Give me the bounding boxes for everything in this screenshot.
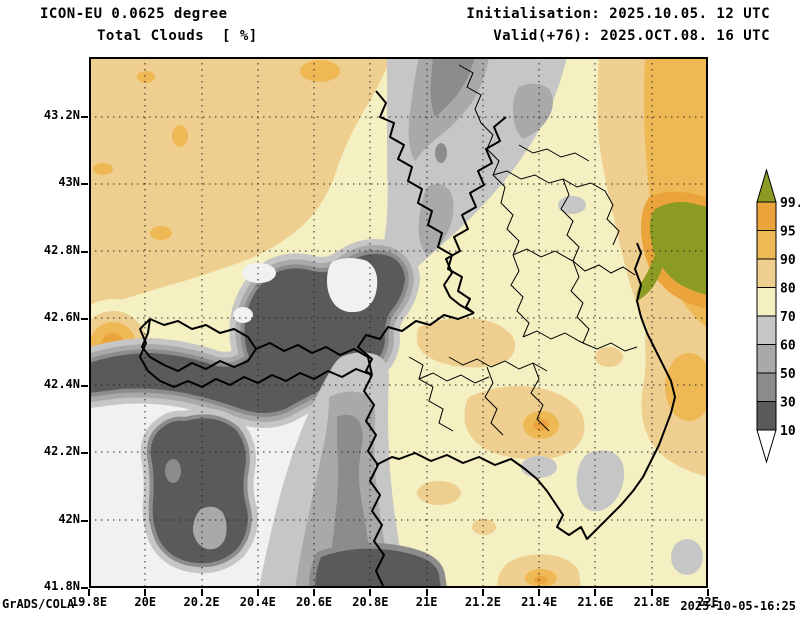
legend-boundary-label: 10 <box>780 424 796 439</box>
legend-segment <box>756 258 777 288</box>
lon-tick <box>313 589 316 596</box>
lon-tick <box>200 589 203 596</box>
cloud-fill-layer <box>67 57 713 594</box>
legend-boundary-label: 60 <box>780 339 796 354</box>
lon-tick-label: 19.8E <box>70 595 108 609</box>
lat-tick-label: 42N <box>58 511 80 526</box>
map-canvas <box>67 57 713 594</box>
legend-segment <box>756 201 777 231</box>
lon-tick <box>425 589 428 596</box>
lon-tick-label: 21.4E <box>521 595 558 609</box>
lat-tick <box>81 452 88 455</box>
lat-tick <box>81 250 88 253</box>
legend-segment <box>756 287 777 317</box>
legend-boundary-label: 50 <box>780 367 796 382</box>
lon-tick-label: 20.6E <box>296 595 333 609</box>
lon-tick <box>538 589 541 596</box>
legend-under-arrow <box>756 429 777 464</box>
lon-tick-label: 20.4E <box>239 595 276 609</box>
legend-colorbar: 99.5 95 90 80 70 60 50 30 10 <box>756 168 800 464</box>
legend-segment <box>756 344 777 374</box>
lat-tick-label: 42.6N <box>43 309 80 324</box>
legend-over-arrow <box>756 168 777 203</box>
legend-segment <box>756 372 777 402</box>
lat-tick <box>81 317 88 320</box>
legend-boundary-label: 30 <box>780 396 796 411</box>
lat-tick-label: 41.8N <box>43 579 80 593</box>
lon-tick-label: 21.6E <box>577 595 614 609</box>
lon-tick <box>594 589 597 596</box>
grid-layer <box>89 57 708 588</box>
legend-boundary-label: 90 <box>780 253 796 268</box>
variable-title: Total Clouds [ %] <box>97 28 258 44</box>
cloud-cover-map <box>67 57 713 594</box>
lat-tick <box>81 587 88 589</box>
lon-tick <box>650 589 653 596</box>
lat-tick <box>81 385 88 388</box>
lat-tick-label: 43N <box>58 175 80 190</box>
lat-tick-label: 42.4N <box>43 377 80 392</box>
lon-tick <box>144 589 147 596</box>
legend-boundary-label: 80 <box>780 282 796 297</box>
grads-credit: GrADS/COLA <box>2 597 75 611</box>
lon-tick <box>88 589 90 596</box>
municipal-border-layer <box>408 64 638 436</box>
creation-timestamp: 2025-10-05-16:25 <box>680 599 796 613</box>
lon-tick <box>481 589 484 596</box>
lat-tick <box>81 116 88 119</box>
lat-tick-label: 43.2N <box>43 108 80 123</box>
lat-tick <box>81 519 88 522</box>
lat-tick-label: 42.2N <box>43 444 80 459</box>
lon-tick-label: 21.2E <box>464 595 501 609</box>
color-scale-legend: 99.5 95 90 80 70 60 50 30 10 <box>745 162 800 472</box>
legend-segment <box>756 230 777 260</box>
lon-tick-label: 21E <box>415 595 438 609</box>
lon-tick-label: 20.2E <box>183 595 220 609</box>
lon-tick <box>707 589 709 596</box>
init-time-label: Initialisation: 2025.10.05. 12 UTC <box>466 6 770 22</box>
legend-boundary-label: 99.5 <box>780 196 800 211</box>
valid-time-label: Valid(+76): 2025.OCT.08. 16 UTC <box>493 28 770 44</box>
lon-tick-label: 21.8E <box>633 595 670 609</box>
model-title: ICON-EU 0.0625 degree <box>40 6 228 22</box>
lat-tick <box>81 183 88 186</box>
lon-tick-label: 20E <box>134 595 157 609</box>
lat-tick-label: 42.8N <box>43 242 80 257</box>
legend-segment <box>756 401 777 431</box>
legend-boundary-label: 70 <box>780 310 796 325</box>
lon-tick <box>369 589 372 596</box>
lon-tick-label: 20.8E <box>352 595 389 609</box>
lon-tick-label: 22E <box>697 595 719 609</box>
map-frame <box>89 57 708 588</box>
legend-segment <box>756 315 777 345</box>
legend-boundary-label: 95 <box>780 225 796 240</box>
national-border-layer <box>139 90 676 589</box>
lon-tick <box>256 589 259 596</box>
